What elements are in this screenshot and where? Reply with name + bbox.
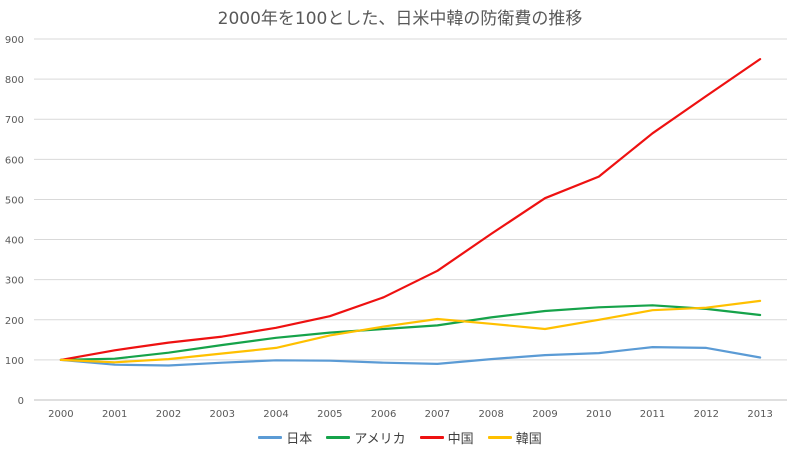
y-tick-label: 400 [5,236,24,247]
series-line-1 [59,304,762,361]
x-tick-label: 2000 [48,409,73,420]
legend-item-1: アメリカ [326,428,406,447]
x-tick-label: 2004 [263,409,288,420]
y-tick-label: 100 [5,356,24,367]
y-tick-label: 500 [5,195,24,206]
legend-label: アメリカ [354,432,406,447]
x-tick-label: 2005 [317,409,342,420]
x-tick-label: 2006 [371,409,396,420]
legend-swatch [419,436,444,439]
y-tick-label: 600 [5,155,24,166]
x-tick-label: 2010 [586,409,611,420]
y-tick-label: 700 [5,115,24,126]
legend-item-3: 韓国 [487,428,542,447]
y-tick-label: 300 [5,276,24,287]
chart-title: 2000年を100とした、日米中韓の防衛費の推移 [217,9,583,29]
y-tick-label: 200 [5,316,24,327]
y-tick-label: 900 [5,35,24,46]
legend-swatch [487,436,512,439]
x-tick-label: 2003 [210,409,235,420]
x-tick-label: 2012 [694,409,719,420]
legend-label: 日本 [286,432,313,447]
x-tick-label: 2013 [747,409,772,420]
x-tick-label: 2001 [102,409,127,420]
legend-label: 中国 [447,432,474,447]
legend-item-0: 日本 [258,428,312,447]
y-tick-label: 800 [5,75,24,86]
x-tick-label: 2011 [640,409,665,420]
series-line-2 [59,57,762,361]
x-tick-label: 2002 [156,409,181,420]
x-tick-label: 2007 [425,409,450,420]
chart-legend: 日本 アメリカ 中国 韓国 [0,428,800,447]
x-tick-label: 2008 [478,409,503,420]
legend-label: 韓国 [515,432,542,447]
y-tick-label: 0 [18,396,24,407]
legend-item-2: 中国 [419,428,474,447]
x-tick-label: 2009 [532,409,557,420]
legend-swatch [258,436,283,439]
series-line-0 [59,346,762,367]
series-line-3 [59,299,762,364]
legend-swatch [326,436,351,439]
